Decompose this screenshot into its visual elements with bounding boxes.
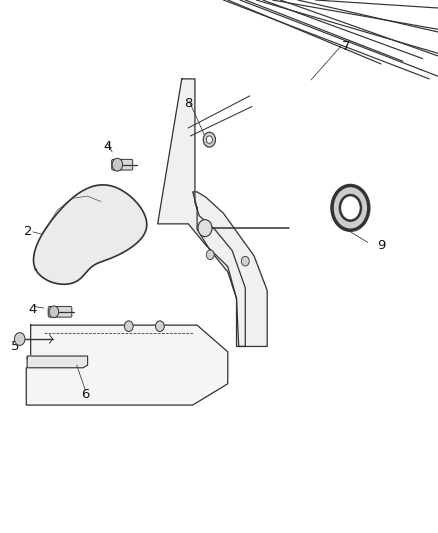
Circle shape bbox=[49, 306, 59, 318]
Text: 4: 4 bbox=[103, 140, 112, 153]
Circle shape bbox=[112, 158, 123, 171]
Polygon shape bbox=[158, 79, 245, 346]
Polygon shape bbox=[26, 325, 228, 405]
Circle shape bbox=[340, 195, 361, 221]
Text: 6: 6 bbox=[81, 388, 90, 401]
Circle shape bbox=[206, 250, 214, 260]
Circle shape bbox=[332, 185, 369, 230]
Text: 8: 8 bbox=[184, 98, 193, 110]
Circle shape bbox=[124, 321, 133, 332]
Circle shape bbox=[203, 132, 215, 147]
Polygon shape bbox=[27, 356, 88, 368]
Circle shape bbox=[241, 256, 249, 266]
Text: 4: 4 bbox=[28, 303, 37, 316]
Circle shape bbox=[155, 321, 164, 332]
Text: 9: 9 bbox=[377, 239, 385, 252]
Polygon shape bbox=[193, 192, 267, 346]
Text: 1: 1 bbox=[103, 231, 112, 244]
Circle shape bbox=[206, 136, 212, 143]
Text: 5: 5 bbox=[11, 340, 20, 353]
Circle shape bbox=[14, 333, 25, 345]
FancyBboxPatch shape bbox=[48, 306, 72, 317]
Circle shape bbox=[198, 220, 212, 237]
Text: 2: 2 bbox=[24, 225, 33, 238]
FancyBboxPatch shape bbox=[112, 159, 133, 170]
Polygon shape bbox=[34, 185, 147, 284]
Text: 7: 7 bbox=[342, 41, 350, 53]
